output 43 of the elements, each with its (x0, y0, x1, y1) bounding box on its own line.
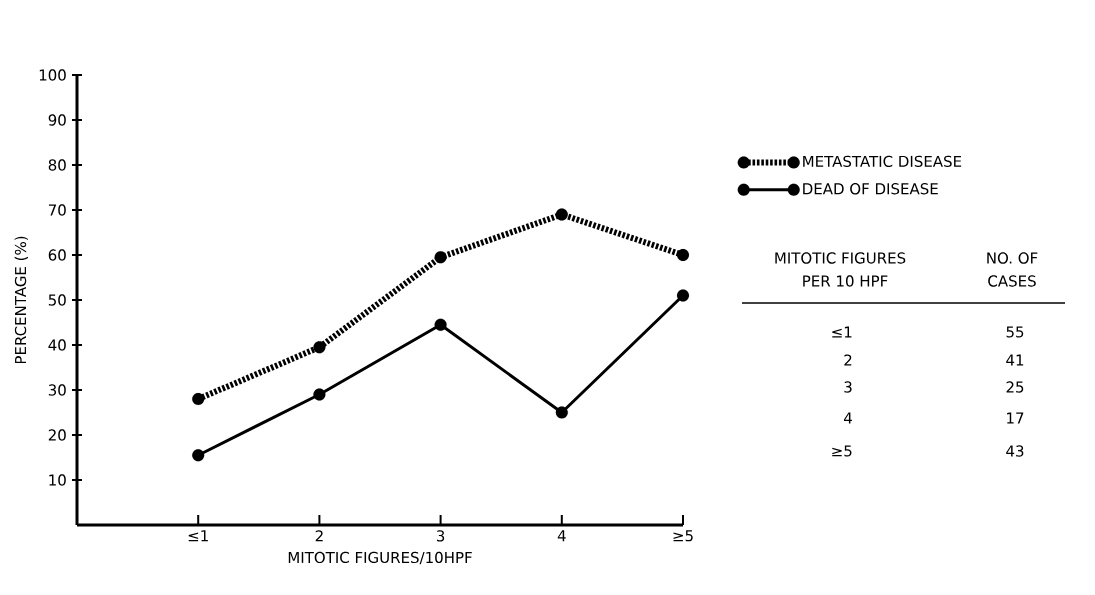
text: 55 (1006, 326, 1024, 338)
text: 4 (844, 412, 852, 424)
text: 41 (1006, 354, 1024, 366)
x-tick-label: ≥5 (673, 530, 693, 542)
y-axis-title: PERCENTAGE (%) (14, 236, 28, 364)
point (192, 392, 205, 406)
x-tick-label: 3 (436, 530, 445, 542)
text: CASES (988, 275, 1036, 287)
x-tick-label: ≤1 (188, 530, 208, 542)
text: 43 (1006, 445, 1024, 457)
y-tick-label: 40 (48, 339, 66, 351)
text: PER 10 HPF (803, 275, 888, 287)
point (192, 449, 205, 462)
legend-label: METASTATIC DISEASE (803, 155, 962, 168)
y-tick-label: 50 (48, 294, 66, 306)
point (313, 388, 326, 401)
y-tick-label: 20 (48, 429, 66, 441)
text: MITOTIC FIGURES (775, 252, 906, 264)
text: 3 (844, 381, 852, 393)
y-tick-label: 90 (48, 114, 66, 126)
x-axis-title: MITOTIC FIGURES/10HPF (288, 551, 472, 565)
text: 2 (844, 354, 852, 366)
x-tick-label: 2 (315, 530, 323, 542)
text: ≥5 (832, 445, 852, 457)
point (555, 208, 568, 221)
y-tick-label: 100 (39, 69, 66, 81)
point (313, 341, 326, 354)
y-tick-label: 60 (48, 249, 66, 261)
point (434, 318, 447, 331)
x-tick-label: 4 (557, 530, 566, 542)
y-tick-label: 70 (48, 204, 66, 216)
point (676, 289, 690, 302)
text: ≤1 (832, 326, 852, 338)
y-tick-label: 80 (48, 159, 66, 171)
point (676, 248, 690, 262)
text: 25 (1006, 381, 1024, 393)
text: 17 (1007, 412, 1024, 424)
point (434, 251, 447, 264)
point (555, 406, 568, 419)
legend-label: DEAD OF DISEASE (803, 183, 938, 195)
y-tick-label: 10 (49, 474, 66, 486)
y-tick-label: 30 (48, 384, 66, 396)
text: NO. OF (987, 252, 1038, 264)
